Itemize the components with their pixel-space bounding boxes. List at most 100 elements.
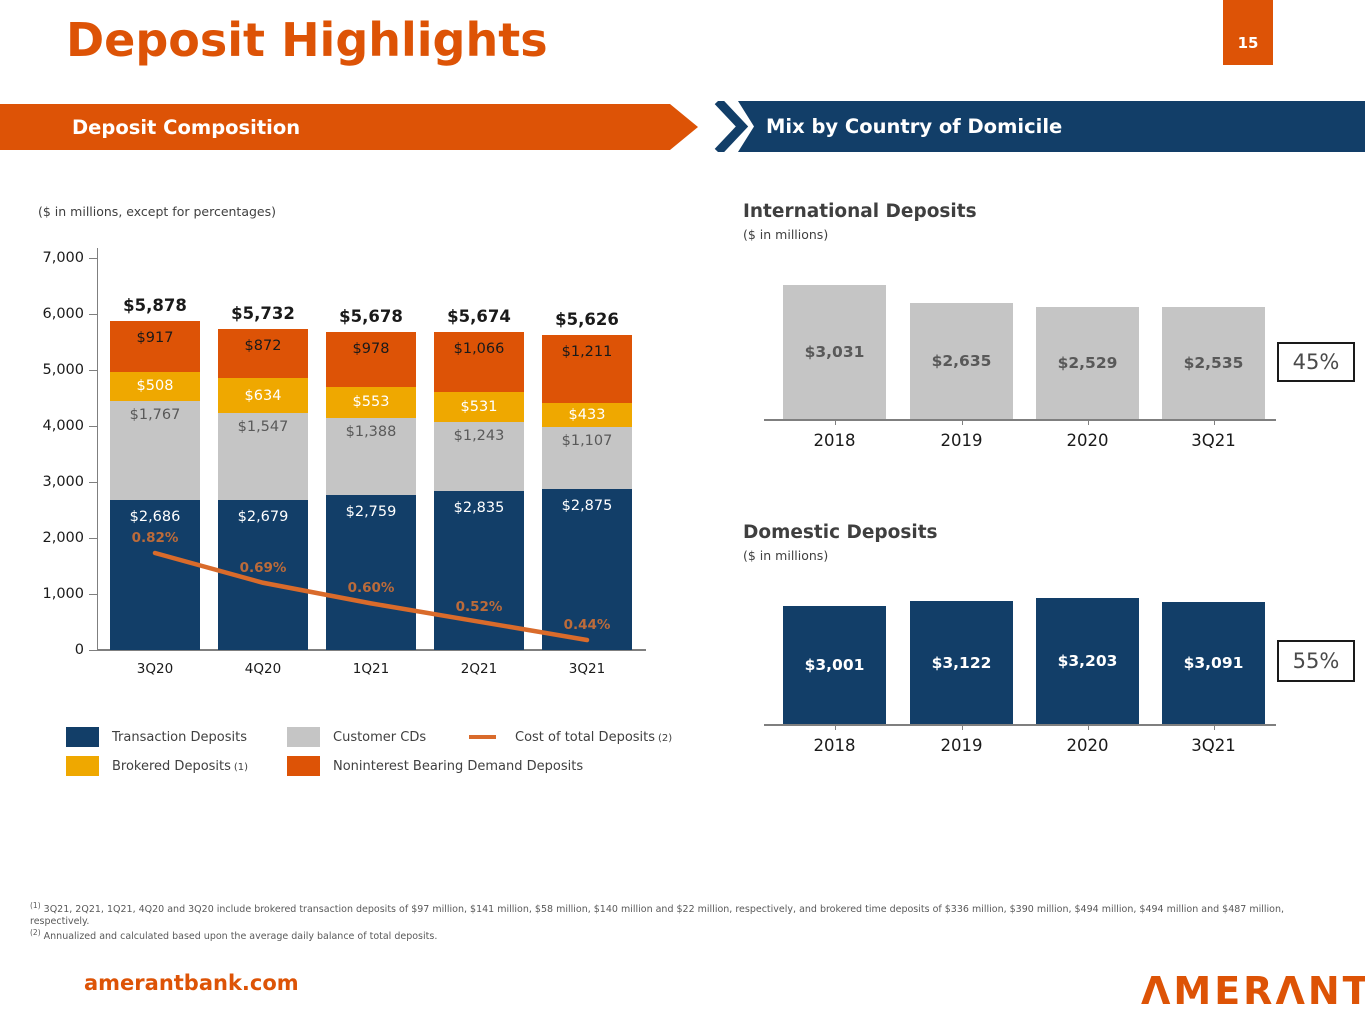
bar-total-label: $5,732 <box>231 304 295 323</box>
bar-segment-value-label: $634 <box>244 387 282 404</box>
domestic-x-axis-line <box>764 724 1276 726</box>
domestic-x-tick-mark <box>1087 724 1089 730</box>
bar-segment-value-label: $1,066 <box>453 341 505 358</box>
footnote-2: (2) Annualized and calculated based upon… <box>30 928 438 943</box>
international-x-axis-label: 2020 <box>1066 431 1109 450</box>
domestic-bar-value-label: $3,091 <box>1183 654 1244 673</box>
domestic-bar-value-label: $3,203 <box>1057 651 1118 670</box>
domestic-x-axis-label: 3Q21 <box>1191 736 1236 755</box>
bar-segment-value-label: $872 <box>244 338 282 354</box>
international-x-tick-mark <box>1087 419 1089 425</box>
legend-item-customer-cds: Customer CDs <box>287 727 466 747</box>
international-x-axis-label: 2019 <box>940 431 983 450</box>
international-x-axis-label: 3Q21 <box>1191 431 1236 450</box>
banner-chevron-decoration <box>714 101 1365 152</box>
x-axis-line <box>97 649 646 651</box>
bar-segment-value-label: $1,211 <box>561 343 613 360</box>
bar-segment-brokered-deposits-: $531 <box>434 391 524 422</box>
legend-swatch-brokered-deposits <box>66 756 99 776</box>
international-bar: $2,529 <box>1036 307 1139 419</box>
y-axis-tick-label: 5,000 <box>42 362 84 378</box>
section-header-left-text: Deposit Composition <box>72 115 301 139</box>
bar-segment-value-label: $1,107 <box>561 433 613 449</box>
bar-total-label: $5,878 <box>123 295 187 315</box>
international-deposits-units-note: ($ in millions) <box>743 227 829 242</box>
x-axis-category-label: 1Q21 <box>352 661 390 677</box>
domestic-bar: $3,091 <box>1162 602 1265 724</box>
bar-segment-brokered-deposits-: $433 <box>542 402 632 427</box>
y-axis-tick-mark <box>89 314 98 316</box>
bar-segment-value-label: $2,875 <box>561 498 613 514</box>
y-axis-tick-mark <box>89 482 98 484</box>
footnote-1: (1) 3Q21, 2Q21, 1Q21, 4Q20 and 3Q20 incl… <box>30 901 1285 927</box>
bar-segment-transaction-deposits: $2,835 <box>434 491 524 650</box>
bar-segment-brokered-deposits-: $553 <box>326 386 416 418</box>
y-axis-tick-label: 4,000 <box>42 418 84 434</box>
y-axis-tick-label: 7,000 <box>42 250 84 266</box>
y-axis-tick-label: 3,000 <box>42 474 84 490</box>
page-number: 15 <box>1237 34 1259 52</box>
international-share-badge: 45% <box>1277 342 1355 382</box>
y-axis-tick-mark <box>89 370 98 372</box>
bar-segment-value-label: $1,767 <box>129 406 181 423</box>
bar-segment-value-label: $2,835 <box>453 500 505 517</box>
domestic-bar: $3,122 <box>910 601 1013 724</box>
international-x-tick-mark <box>834 419 836 425</box>
page-number-badge: 15 <box>1223 0 1273 65</box>
international-x-axis-line <box>764 419 1276 421</box>
bar-segment-value-label: $2,679 <box>237 508 289 525</box>
bar-segment-transaction-deposits: $2,686 <box>110 499 200 650</box>
bar-total-label: $5,678 <box>339 307 403 327</box>
y-axis-tick-label: 2,000 <box>42 530 84 546</box>
bar-segment-value-label: $1,388 <box>345 423 397 440</box>
domestic-x-axis-label: 2019 <box>940 736 983 755</box>
domestic-share-badge: 55% <box>1277 640 1355 682</box>
bar-segment-noninterest-bearing-demand-deposits: $978 <box>326 332 416 387</box>
cost-line-percent-label: 0.44% <box>563 616 611 633</box>
y-axis-tick-mark <box>89 538 98 540</box>
domestic-bar-value-label: $3,122 <box>931 653 992 672</box>
section-header-deposit-composition: Deposit Composition <box>0 104 698 150</box>
legend-swatch-transaction-deposits <box>66 727 99 747</box>
bar-segment-value-label: $508 <box>136 378 174 395</box>
domestic-bar: $3,203 <box>1036 597 1139 724</box>
x-axis-category-label: 3Q20 <box>136 661 174 677</box>
bar-segment-value-label: $978 <box>352 341 390 358</box>
cost-line-percent-label: 0.69% <box>239 559 287 576</box>
international-bar: $2,635 <box>910 302 1013 419</box>
domestic-deposits-units-note: ($ in millions) <box>743 548 829 563</box>
bar-segment-customer-cds: $1,107 <box>542 427 632 489</box>
domestic-x-axis-label: 2020 <box>1066 736 1109 755</box>
legend-swatch-noninterest-bearing <box>287 756 320 776</box>
legend-item-noninterest-bearing: Noninterest Bearing Demand Deposits <box>287 756 583 776</box>
domestic-x-tick-mark <box>834 724 836 730</box>
bar-segment-value-label: $1,547 <box>237 419 289 436</box>
cost-line-percent-label: 0.60% <box>347 580 395 597</box>
domestic-deposits-title: Domestic Deposits <box>743 522 938 543</box>
bar-segment-value-label: $1,243 <box>453 427 505 444</box>
bar-segment-value-label: $433 <box>568 406 606 423</box>
domestic-bar: $3,001 <box>783 605 886 724</box>
legend-label: Noninterest Bearing Demand Deposits <box>333 758 584 774</box>
bar-segment-noninterest-bearing-demand-deposits: $872 <box>218 329 308 378</box>
international-bar: $3,031 <box>783 284 886 419</box>
legend-label: Cost of total Deposits (2) <box>515 729 673 745</box>
y-axis-line <box>97 248 99 651</box>
international-x-axis-label: 2018 <box>813 431 856 450</box>
section-header-mix-by-country: Mix by Country of Domicile <box>714 101 1365 152</box>
website-link[interactable]: amerantbank.com <box>84 971 299 995</box>
y-axis-tick-label: 6,000 <box>42 306 84 322</box>
legend-label: Brokered Deposits (1) <box>112 758 249 774</box>
slide-title: Deposit Highlights <box>66 13 548 67</box>
cost-line-percent-label: 0.82% <box>131 530 179 546</box>
bar-segment-noninterest-bearing-demand-deposits: $1,211 <box>542 334 632 403</box>
y-axis-tick-mark <box>89 426 98 428</box>
bar-segment-customer-cds: $1,547 <box>218 413 308 500</box>
international-bar-value-label: $2,635 <box>931 351 992 370</box>
y-axis-tick-mark <box>89 650 98 652</box>
legend-label: Transaction Deposits <box>112 729 247 745</box>
bar-segment-value-label: $2,759 <box>345 504 397 521</box>
